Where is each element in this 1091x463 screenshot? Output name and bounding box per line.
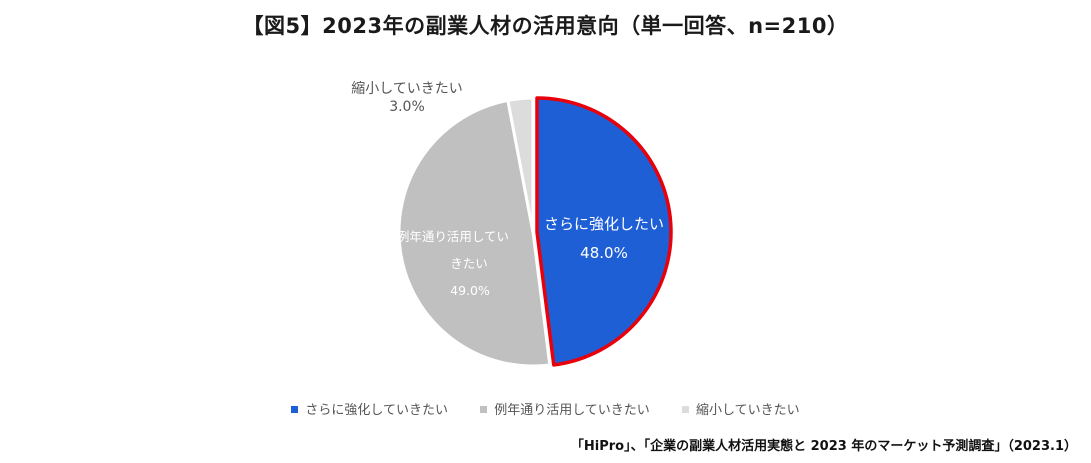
legend-label-as-usual: 例年通り活用していきたい bbox=[494, 403, 650, 418]
slice-strengthen bbox=[535, 96, 673, 367]
data-label-as-usual-value: 49.0% bbox=[450, 283, 490, 298]
legend-item-strengthen: さらに強化していきたい bbox=[291, 399, 448, 418]
legend-swatch-strengthen bbox=[291, 406, 299, 413]
chart-title: 【図5】2023年の副業人材の活用意向（単一回答、n=210） bbox=[242, 14, 849, 38]
data-label-reduce-value: 3.0% bbox=[389, 99, 425, 115]
data-label-strengthen-value: 48.0% bbox=[580, 244, 628, 262]
data-label-as-usual-name-line1: 例年通り活用してい bbox=[397, 229, 509, 244]
legend-swatch-as-usual bbox=[480, 406, 488, 413]
data-label-as-usual-name-line2: きたい bbox=[450, 256, 488, 271]
legend-item-as-usual: 例年通り活用していきたい bbox=[480, 399, 650, 418]
source-citation: 「HiPro」、「企業の副業人材活用実態と 2023 年のマーケット予測調査」（… bbox=[570, 439, 1077, 454]
legend: さらに強化していきたい 例年通り活用していきたい 縮小していきたい bbox=[0, 399, 1091, 418]
legend-swatch-reduce bbox=[681, 406, 689, 413]
legend-label-reduce: 縮小していきたい bbox=[695, 403, 800, 418]
data-label-strengthen-name: さらに強化したい bbox=[544, 215, 664, 233]
data-label-reduce-name: 縮小していきたい bbox=[351, 81, 463, 97]
legend-label-strengthen: さらに強化していきたい bbox=[305, 403, 449, 418]
legend-item-reduce: 縮小していきたい bbox=[681, 399, 800, 418]
slice-reduce bbox=[506, 96, 535, 233]
slice-as-usual bbox=[397, 98, 552, 368]
